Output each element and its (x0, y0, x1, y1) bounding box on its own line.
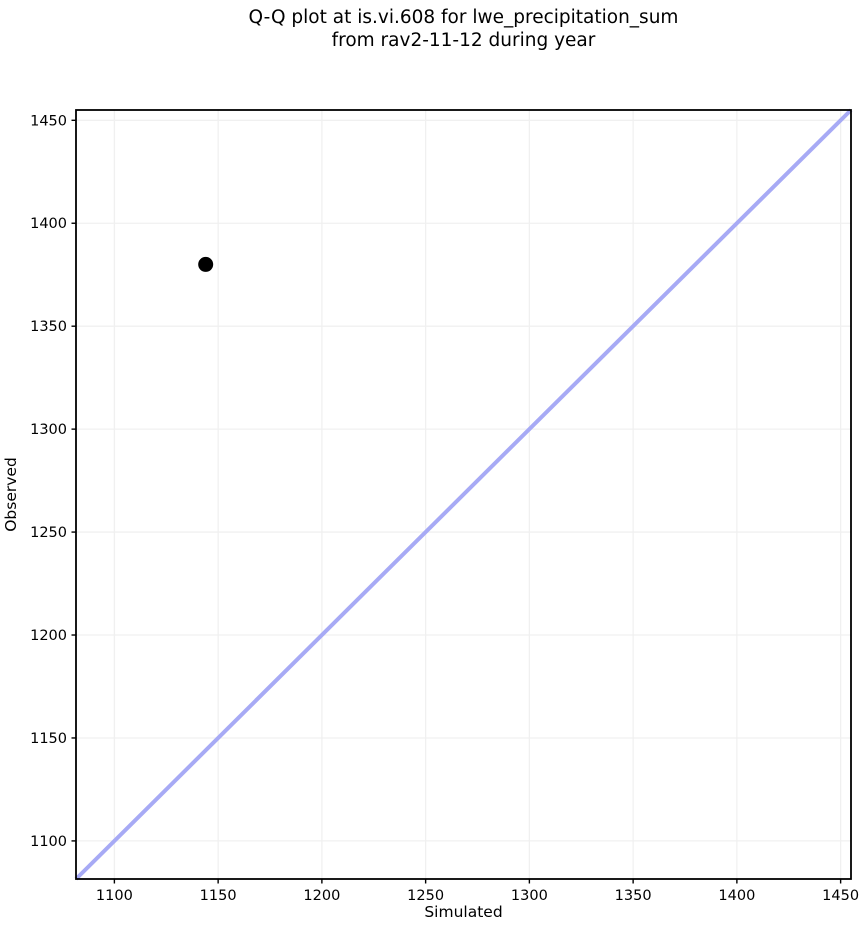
y-tick-label: 1400 (30, 216, 67, 232)
x-tick-label: 1350 (615, 888, 652, 904)
y-tick-label: 1350 (30, 319, 67, 335)
x-tick-label: 1100 (96, 888, 133, 904)
plot-frame (75, 109, 852, 880)
chart-title-line2: from rav2-11-12 during year (331, 29, 596, 51)
x-tick-label: 1450 (822, 888, 859, 904)
y-tick-label: 1100 (30, 834, 67, 850)
y-tick-label: 1300 (30, 422, 67, 438)
series-layer (74, 108, 853, 881)
x-tick-label: 1300 (511, 888, 548, 904)
chart-title: Q-Q plot at is.vi.608 for lwe_precipitat… (76, 7, 851, 52)
chart-title-line1: Q-Q plot at is.vi.608 for lwe_precipitat… (248, 7, 679, 28)
x-tick-label: 1250 (407, 888, 444, 904)
y-tick-label: 1250 (30, 525, 67, 541)
data-point (198, 256, 214, 272)
x-tick-label: 1200 (303, 888, 340, 904)
x-tick-label: 1150 (200, 888, 237, 904)
identity-line (74, 108, 853, 881)
axes-layer: 1100 1150 1200 1250 1300 1350 1400 1450 1100 1150… (30, 109, 859, 904)
y-axis-label: Observed (2, 457, 20, 532)
grid-layer (76, 110, 851, 879)
x-axis-label: Simulated (424, 903, 502, 921)
y-tick-label: 1150 (30, 731, 67, 747)
y-tick-label: 1200 (30, 628, 67, 644)
x-tick-label: 1400 (718, 888, 755, 904)
y-tick-label: 1450 (30, 113, 67, 129)
